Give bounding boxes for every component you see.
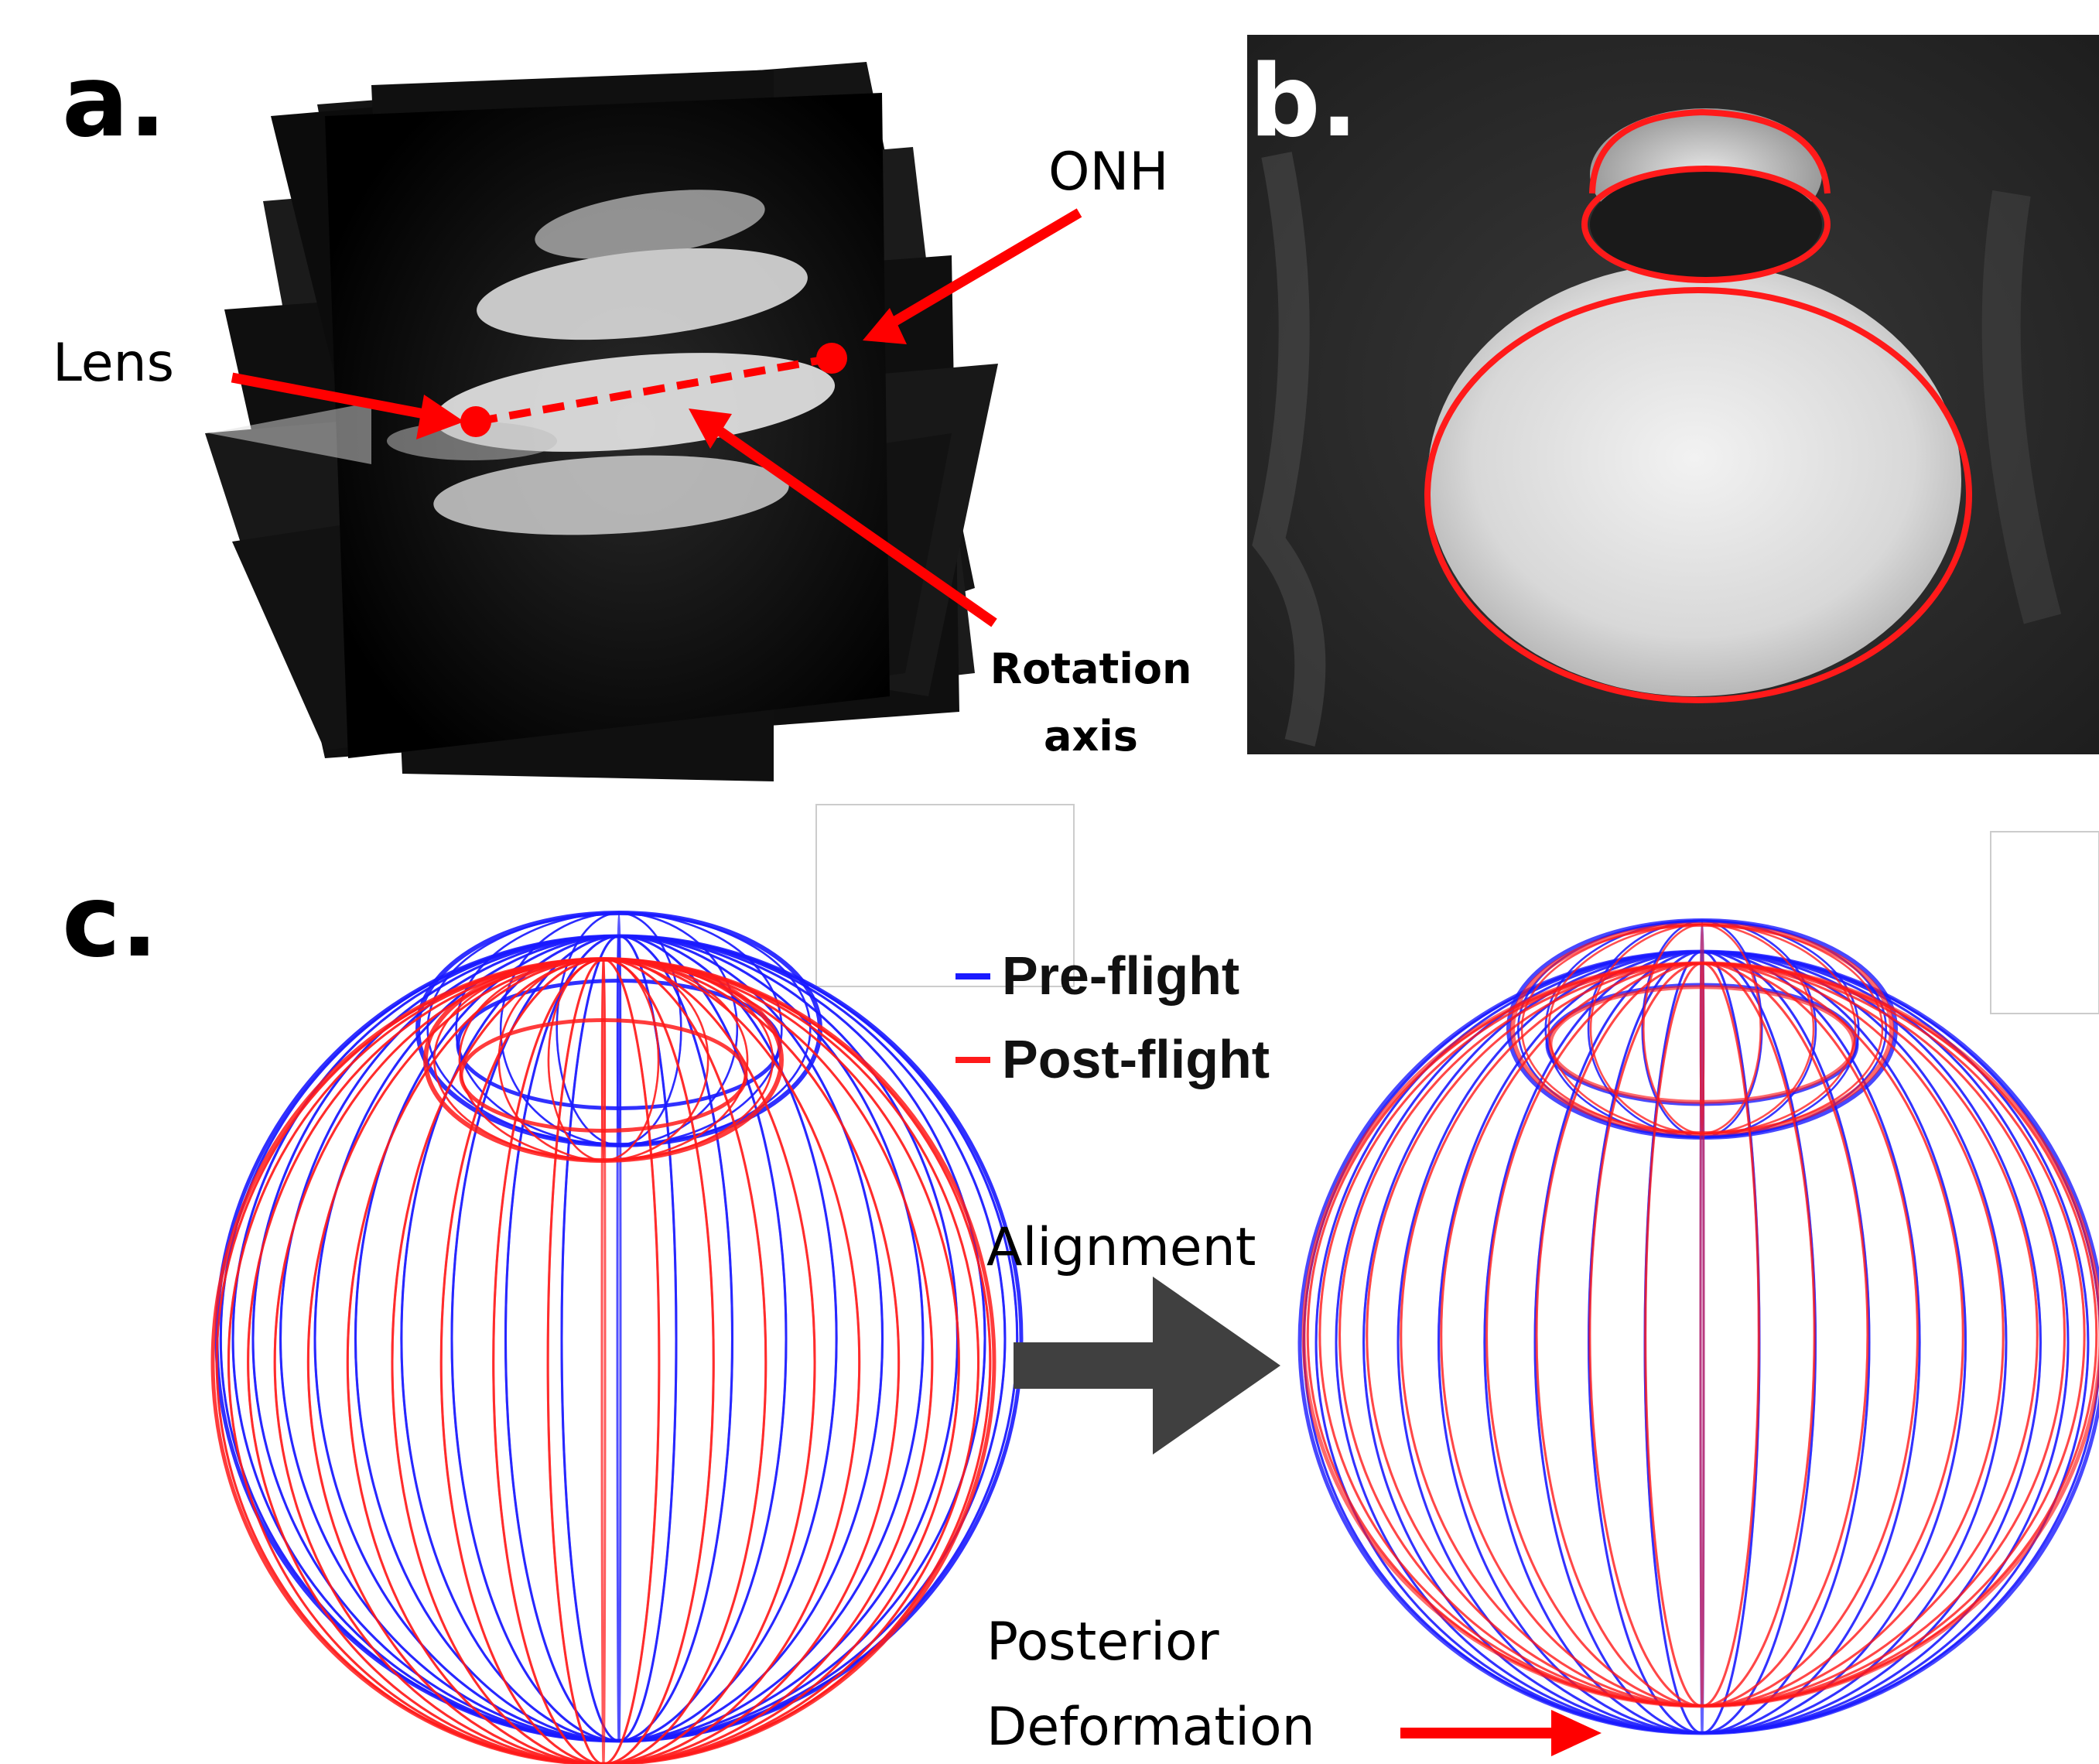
legend-post-flight-label: Post-flight — [1002, 1029, 1270, 1089]
posterior-deformation-label-line1: Posterior — [986, 1612, 1219, 1673]
onh-label: ONH — [1048, 142, 1169, 203]
lens-arrow — [231, 372, 446, 423]
posterior-deformation-label-line2: Deformation — [986, 1697, 1315, 1758]
wireframe-post-flight — [1301, 922, 2099, 1708]
legend-placeholder-box — [815, 804, 1075, 987]
rotation-axis-label-line2: axis — [1044, 712, 1138, 761]
onh-arrow — [879, 208, 1082, 333]
wireframe-post-flight — [210, 957, 997, 1764]
alignment-arrow — [1014, 1277, 1280, 1455]
rotation-axis-line — [460, 343, 847, 437]
mri-slice-stack — [205, 62, 998, 781]
rotation-axis-label-line1: Rotation — [990, 644, 1192, 693]
legend: Pre-flight Post-flight — [955, 945, 1270, 1089]
eyeball-region — [1427, 263, 1961, 696]
wireframe-globe-after-alignment — [1297, 918, 2099, 1735]
lens-contour — [1589, 108, 1831, 194]
placeholder-box-right — [1990, 831, 2099, 1014]
legend-pre-flight-label: Pre-flight — [1002, 945, 1239, 1006]
panel-c: c. Pre-flight Post-flight Alignment Post… — [62, 804, 2099, 1764]
globe-contour — [1424, 287, 1972, 703]
panel-a: a. ONH Lens Rotation axis — [53, 44, 1191, 781]
panel-b-label: b. — [1249, 44, 1358, 159]
wireframe-globe-before-alignment — [210, 911, 1024, 1764]
anterior-chamber — [1590, 170, 1822, 279]
onh-point-marker — [816, 343, 847, 374]
lens-point-marker — [460, 406, 491, 437]
panel-b: b. — [1247, 35, 2099, 754]
wireframe-pre-flight — [214, 911, 1024, 1743]
anterior-contour — [1581, 166, 1831, 283]
rotation-axis-arrow — [709, 421, 997, 627]
panel-a-label: a. — [62, 44, 166, 159]
alignment-label: Alignment — [986, 1217, 1256, 1278]
lens-label: Lens — [53, 333, 174, 394]
wireframe-pre-flight — [1297, 918, 2099, 1735]
panel-c-label: c. — [62, 864, 159, 979]
